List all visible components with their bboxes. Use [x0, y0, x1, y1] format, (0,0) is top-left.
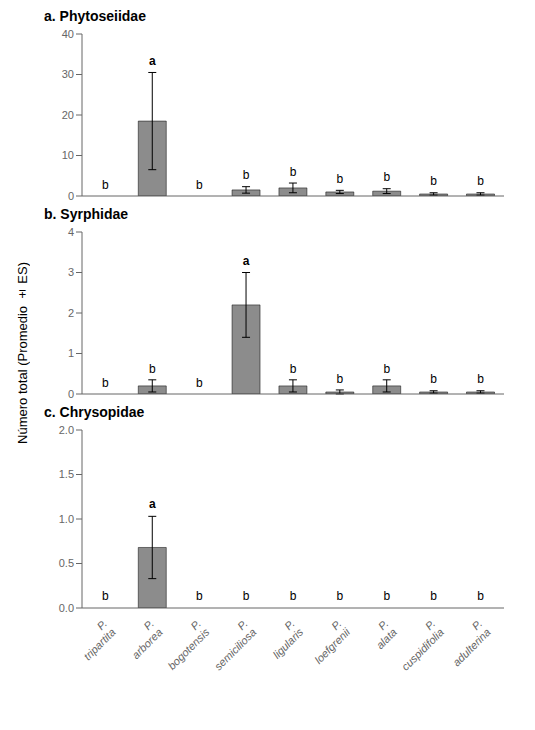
svg-text:40: 40 — [62, 28, 74, 40]
svg-text:P.arborea: P.arborea — [121, 617, 165, 661]
svg-text:b: b — [290, 362, 297, 376]
svg-text:30: 30 — [62, 68, 74, 80]
svg-text:0.0: 0.0 — [59, 602, 74, 614]
svg-text:b: b — [383, 170, 390, 184]
svg-text:P.bogotensis: P.bogotensis — [157, 617, 212, 672]
svg-text:b: b — [337, 172, 344, 186]
svg-text:a: a — [243, 254, 250, 268]
svg-text:b: b — [337, 589, 344, 603]
svg-text:b: b — [196, 589, 203, 603]
svg-text:3: 3 — [68, 266, 74, 278]
svg-text:1.5: 1.5 — [59, 468, 74, 480]
svg-text:b: b — [383, 362, 390, 376]
svg-text:b: b — [290, 165, 297, 179]
svg-text:b: b — [430, 372, 437, 386]
svg-text:b: b — [243, 589, 250, 603]
svg-text:b: b — [102, 589, 109, 603]
html-text:Número total (Promedio ± ES): Número total (Promedio ± ES) — [14, 261, 30, 444]
svg-text:P.ligularis: P.ligularis — [262, 617, 306, 661]
svg-text:b: b — [430, 589, 437, 603]
svg-text:a: a — [149, 497, 156, 511]
svg-text:4: 4 — [68, 226, 74, 238]
svg-text:P.loefgrenii: P.loefgrenii — [304, 617, 353, 666]
svg-text:b: b — [243, 168, 250, 182]
svg-text:b: b — [196, 178, 203, 192]
svg-text:b: b — [430, 174, 437, 188]
svg-text:b: b — [196, 376, 203, 390]
svg-text:b: b — [477, 589, 484, 603]
svg-text:P.semiciliosa: P.semiciliosa — [203, 617, 258, 672]
svg-text:b: b — [383, 589, 390, 603]
svg-text:P.tripartita: P.tripartita — [73, 617, 118, 662]
svg-text:2.0: 2.0 — [59, 424, 74, 436]
svg-text:b: b — [102, 376, 109, 390]
svg-text:20: 20 — [62, 109, 74, 121]
svg-text:P.cuspidifolia: P.cuspidifolia — [390, 617, 446, 673]
svg-text:0: 0 — [68, 388, 74, 400]
svg-text:b: b — [149, 362, 156, 376]
svg-text:P.alata: P.alata — [365, 617, 399, 651]
svg-text:a: a — [149, 54, 156, 68]
svg-text:P.adulterina: P.adulterina — [442, 617, 493, 668]
svg-text:b: b — [290, 589, 297, 603]
svg-text:b: b — [477, 372, 484, 386]
svg-text:2: 2 — [68, 307, 74, 319]
svg-text:10: 10 — [62, 149, 74, 161]
html-text:a. Phytoseiidae: a. Phytoseiidae — [44, 8, 146, 24]
svg-text:1.0: 1.0 — [59, 513, 74, 525]
svg-text:b: b — [477, 174, 484, 188]
svg-text:0: 0 — [68, 190, 74, 202]
svg-text:0.5: 0.5 — [59, 557, 74, 569]
svg-text:b: b — [102, 178, 109, 192]
svg-text:b: b — [337, 372, 344, 386]
svg-text:1: 1 — [68, 347, 74, 359]
html-text:c. Chrysopidae: c. Chrysopidae — [44, 404, 145, 420]
html-text:b. Syrphidae: b. Syrphidae — [44, 206, 128, 222]
